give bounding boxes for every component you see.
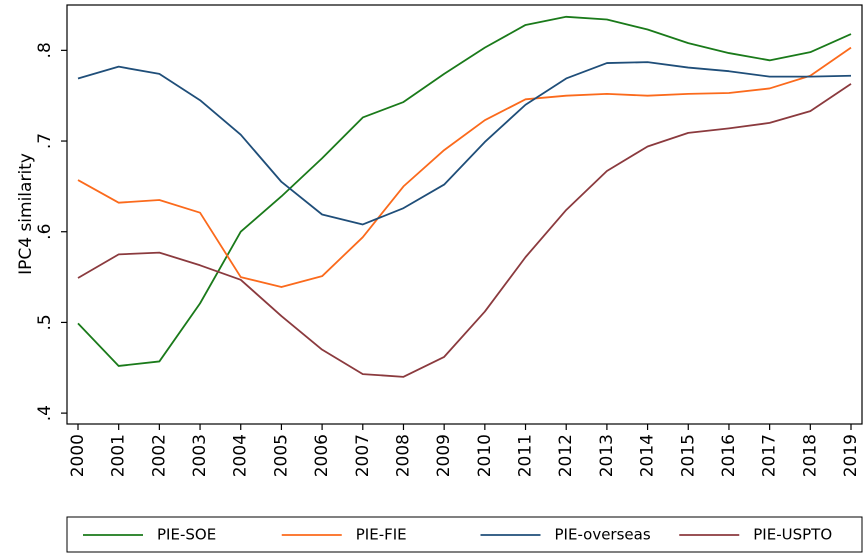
- y-tick-label: .6: [35, 224, 55, 240]
- x-tick-label: 2004: [231, 434, 251, 477]
- legend-label: PIE-FIE: [356, 526, 407, 544]
- x-tick-label: 2003: [190, 434, 210, 477]
- x-tick-label: 2002: [149, 434, 169, 477]
- series-line: [77, 61, 852, 226]
- plot-frame: [66, 4, 863, 425]
- y-axis-title: IPC4 similarity: [16, 153, 36, 275]
- x-tick-label: 2016: [719, 434, 739, 477]
- series-line: [77, 15, 852, 367]
- x-tick-label: 2001: [109, 434, 129, 477]
- x-tick-label: 2012: [556, 434, 576, 477]
- legend-label: PIE-USPTO: [753, 526, 832, 544]
- series-line: [77, 46, 852, 288]
- x-tick-label: 2007: [353, 434, 373, 477]
- series-line: [77, 83, 852, 378]
- x-tick-label: 2009: [434, 434, 454, 477]
- legend-label: PIE-overseas: [555, 526, 651, 544]
- x-tick-label: 2000: [68, 434, 88, 477]
- x-tick-label: 2015: [678, 434, 698, 477]
- x-tick-label: 2005: [271, 434, 291, 477]
- x-tick-label: 2011: [516, 434, 536, 477]
- x-tick-label: 2008: [393, 434, 413, 477]
- x-tick-label: 2017: [760, 434, 780, 477]
- x-tick-label: 2010: [475, 434, 495, 477]
- x-tick-label: 2006: [312, 434, 332, 477]
- y-tick-label: .5: [35, 314, 55, 330]
- x-tick-label: 2019: [841, 434, 861, 477]
- x-tick-label: 2018: [800, 434, 820, 477]
- y-tick-label: .4: [35, 405, 55, 421]
- x-tick-label: 2013: [597, 434, 617, 477]
- y-tick-label: .7: [35, 133, 55, 149]
- x-tick-label: 2014: [638, 434, 658, 477]
- y-tick-label: .8: [35, 42, 55, 58]
- legend-label: PIE-SOE: [157, 526, 216, 544]
